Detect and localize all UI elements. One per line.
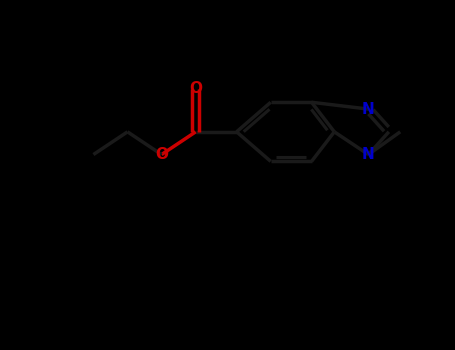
Text: O: O (189, 81, 202, 96)
Text: O: O (155, 147, 168, 162)
Text: N: N (362, 147, 375, 162)
Text: N: N (362, 102, 375, 117)
